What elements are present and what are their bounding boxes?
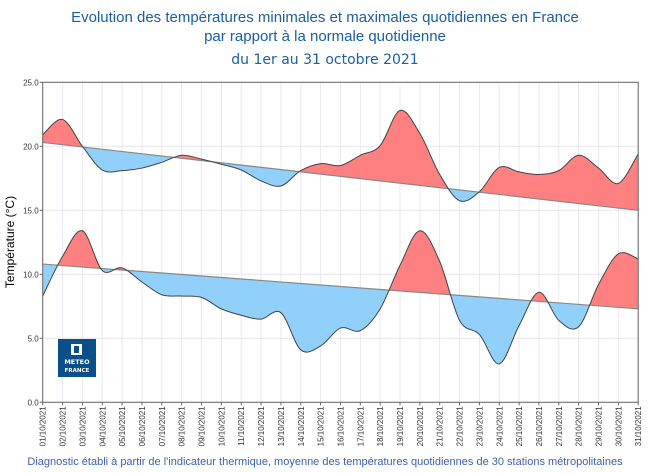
x-tick-label: 31/10/2021 [634,406,643,447]
lines [42,109,639,365]
x-tick-label: 11/10/2021 [237,406,246,446]
min-temperature-line [42,230,639,365]
x-tick-label: 15/10/2021 [317,406,326,447]
y-tick-label: 20.0 [23,142,39,151]
y-tick-label: 15.0 [23,206,39,215]
y-tick-label: 5.0 [28,334,40,343]
axes: 0.0 5.0 10.0 15.0 20.0 25.0 01/10/2021 02/10/20… [23,78,643,446]
x-tick-label: 12/10/2021 [257,406,266,447]
x-tick-label: 17/10/2021 [356,406,365,447]
meteo-france-logo: METEO FRANCE [58,339,96,377]
x-tick-label: 30/10/2021 [614,406,623,447]
y-axis-label: Température (°C) [3,196,17,288]
areas [42,110,639,364]
min-below-normal-area [42,264,639,364]
grid [42,81,639,403]
max-above-normal-area [42,110,639,211]
y-tick-label: 10.0 [23,270,39,279]
x-tick-label: 26/10/2021 [535,406,544,447]
x-tick-label: 06/10/2021 [138,406,147,447]
x-tick-label: 29/10/2021 [595,406,604,447]
x-tick-label: 22/10/2021 [456,406,465,447]
x-tick-label: 10/10/2021 [217,406,226,447]
max-temperature-line [42,109,639,202]
x-tick-label: 23/10/2021 [475,406,484,447]
x-tick-label: 19/10/2021 [396,406,405,447]
chart-title-line1: Evolution des températures minimales et … [71,9,579,26]
y-tick-label: 25.0 [23,78,39,87]
x-tick-label: 13/10/2021 [277,406,286,447]
x-tick-label: 24/10/2021 [495,406,504,447]
logo-text-2: FRANCE [65,368,90,374]
chart-subtitle: du 1er au 31 octobre 2021 [231,52,419,68]
x-tick-label: 08/10/2021 [178,406,187,447]
plot-frame [42,81,639,403]
x-tick-label: 05/10/2021 [118,406,127,447]
x-tick-label: 21/10/2021 [436,406,445,447]
x-tick-label: 16/10/2021 [336,406,345,447]
x-tick-label: 25/10/2021 [515,406,524,447]
y-tick-label: 0.0 [28,398,40,407]
x-tick-label: 18/10/2021 [376,406,385,447]
min-normal-line [42,263,639,310]
x-tick-label: 28/10/2021 [575,406,584,447]
x-tick-label: 07/10/2021 [158,406,167,447]
x-tick-label: 14/10/2021 [297,406,306,447]
x-tick-label: 20/10/2021 [416,406,425,447]
chart-footer-note: Diagnostic établi à partir de l'indicate… [27,456,623,468]
x-tick-label: 03/10/2021 [78,406,87,447]
logo-text-1: METEO [64,358,90,366]
chart-title-line2: par rapport à la normale quotidienne [204,28,446,45]
x-tick-label: 04/10/2021 [98,406,107,447]
x-tick-label: 09/10/2021 [198,406,207,447]
x-tick-label: 02/10/2021 [59,406,68,447]
max-normal-line [42,141,639,211]
x-tick-label: 01/10/2021 [39,406,48,447]
x-tick-label: 27/10/2021 [555,406,564,447]
